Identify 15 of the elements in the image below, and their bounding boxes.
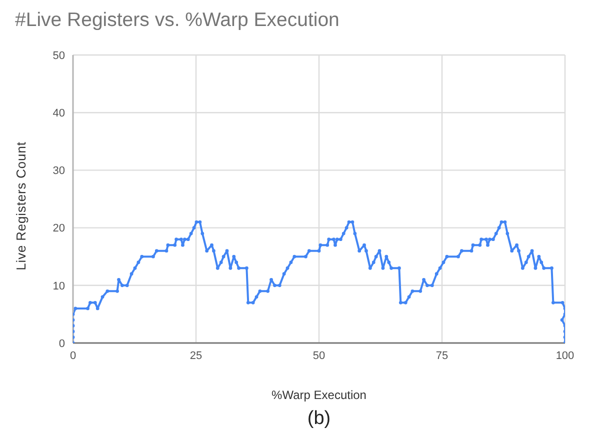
x-tick-label: 25	[190, 350, 202, 362]
y-tick-label: 10	[52, 280, 65, 292]
x-tick-label: 50	[312, 350, 326, 362]
y-tick-label: 40	[52, 108, 65, 120]
x-axis-title: %Warp Execution	[272, 388, 366, 402]
y-tick-label: 0	[58, 338, 65, 350]
chart-title: #Live Registers vs. %Warp Execution	[15, 9, 340, 32]
y-axis-title: Live Registers Count	[14, 142, 28, 270]
y-tick-label: 30	[52, 165, 65, 178]
x-tick-label: 0	[70, 350, 76, 362]
y-tick-label: 20	[52, 222, 65, 235]
text: (b)	[307, 408, 331, 430]
x-tick-label: 100	[556, 350, 574, 362]
x-tick-label: 75	[436, 350, 448, 362]
y-tick-label: 50	[52, 50, 65, 62]
